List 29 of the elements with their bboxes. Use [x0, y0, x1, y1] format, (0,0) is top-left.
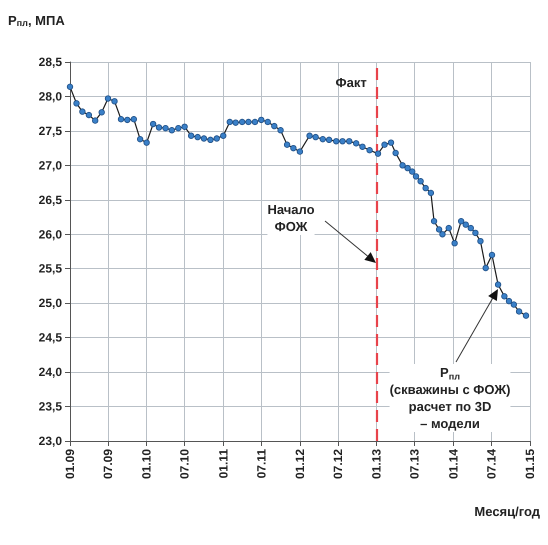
x-tick-label: 07.14 [484, 448, 498, 480]
y-tick-label: 28,0 [38, 89, 62, 104]
x-tick-label: 01.10 [140, 448, 154, 480]
x-axis-title: Месяц/год [474, 504, 541, 519]
annotation: Начало ФОЖ [267, 202, 315, 234]
ref-line-label: Факт [336, 75, 367, 90]
x-tick-label: 01.12 [292, 448, 307, 480]
x-tick-label: 07.10 [178, 448, 192, 480]
y-tick-label: 26,5 [38, 192, 62, 207]
x-tick-label: 01.14 [446, 448, 460, 480]
y-tick-label: 25,0 [38, 296, 62, 310]
y-tick-label: 27,5 [38, 124, 62, 138]
x-tick-label: 01.13 [370, 448, 384, 480]
y-tick-label: 24,5 [38, 330, 62, 345]
y-tick-label: 27,0 [38, 158, 62, 172]
y-tick-label: 23,5 [38, 400, 62, 414]
x-tick-label: 07.12 [331, 448, 346, 480]
x-tick-label: 07.11 [254, 448, 268, 478]
x-tick-label: 01.15 [523, 448, 537, 480]
y-tick-label: 26,0 [38, 227, 62, 242]
y-tick-label: 23,0 [38, 434, 62, 448]
x-tick-label: 07.13 [408, 448, 422, 480]
y-tick-label: 24,0 [38, 365, 62, 380]
x-tick-label: 01.09 [63, 448, 77, 480]
x-tick-label: 07.09 [101, 448, 115, 480]
y-tick-label: 28,5 [38, 55, 62, 69]
y-axis-title: Рпл, МПА [8, 13, 66, 28]
x-tick-label: 01.11 [216, 448, 230, 478]
y-tick-label: 25,5 [38, 262, 62, 276]
